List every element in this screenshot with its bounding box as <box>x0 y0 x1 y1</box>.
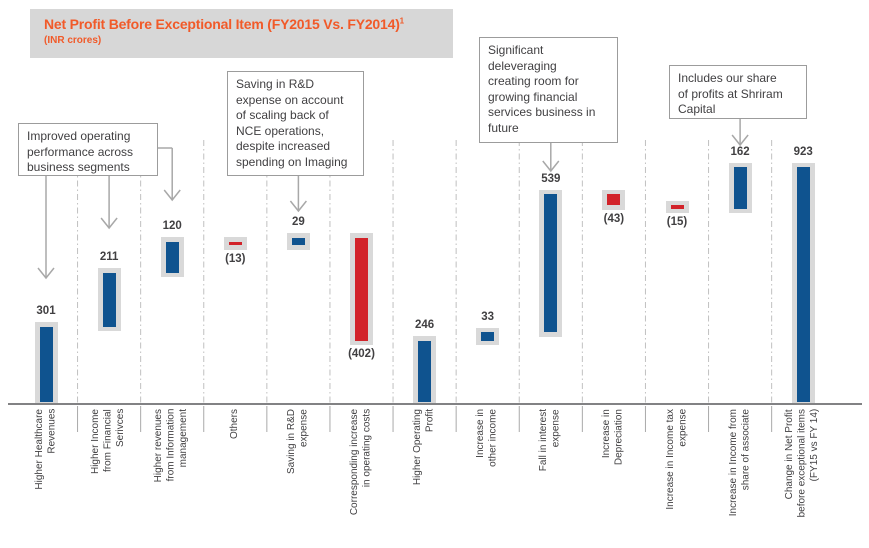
axis-category-label: Others <box>203 409 267 531</box>
bar-value-label: 33 <box>481 310 495 323</box>
bar-value-label: 162 <box>730 145 750 158</box>
waterfall-bar-positive <box>418 340 432 402</box>
axis-category-label: Change in Net Profit before exceptional … <box>771 409 835 531</box>
chart-title-text: Net Profit Before Exceptional Item (FY20… <box>44 16 400 32</box>
bar-value-label: (13) <box>225 252 246 265</box>
waterfall-bar-positive <box>291 237 305 246</box>
arrowhead-icon <box>542 160 560 173</box>
axis-category-label: Increase in other income <box>456 409 520 531</box>
axis-category-label-text: Higher Income from Financial Serivces <box>90 409 127 475</box>
waterfall-bar-positive <box>102 272 116 327</box>
axis-category-label-text: Higher Healthcare Revenues <box>33 409 58 490</box>
callout-shriram-capital-share: Includes our share of profits at Shriram… <box>669 65 807 119</box>
axis-category-label-text: Increase in Depreciation <box>601 409 625 466</box>
axis-category-label-text: Increase in other income <box>475 409 499 467</box>
waterfall-bar-positive <box>39 326 53 402</box>
bar-value-label: 539 <box>541 172 561 185</box>
axis-category-label-text: Higher revenues from Information managem… <box>153 409 190 483</box>
waterfall-bar-positive <box>796 167 810 402</box>
arrowhead-icon <box>289 200 307 213</box>
bar-value-label: (402) <box>348 348 375 361</box>
bar-value-label: 120 <box>162 220 182 233</box>
bar-value-label: 29 <box>291 216 305 229</box>
bar-value-label: (15) <box>666 216 688 229</box>
axis-category-label-text: Higher Operating Profit <box>412 409 436 486</box>
waterfall-bar-positive <box>481 332 495 341</box>
waterfall-bar-positive <box>544 194 558 333</box>
axis-category-label-text: Others <box>229 409 241 440</box>
axis-category-label: Increase in Depreciation <box>582 409 646 531</box>
axis-category-label: Higher revenues from Information managem… <box>140 409 204 531</box>
axis-category-label: Increase in Income from share of associa… <box>708 409 772 531</box>
axis-category-label-text: Increase in Income from share of associa… <box>727 409 752 517</box>
bar-value-label: 246 <box>415 319 435 332</box>
callout-saving-in-rnd-expense: Saving in R&D expense on account of scal… <box>227 71 364 176</box>
arrowhead-icon <box>163 189 181 202</box>
axis-category-label: Saving in R&D expense <box>266 409 330 531</box>
axis-category-label: Corresponding increase in operating cost… <box>330 409 394 531</box>
waterfall-bar-negative <box>228 241 242 246</box>
arrowhead-icon <box>100 217 118 230</box>
axis-category-label: Higher Operating Profit <box>393 409 457 531</box>
bar-value-label: 301 <box>36 305 56 318</box>
waterfall-bar-positive <box>165 241 179 273</box>
axis-category-label-text: Fall in interest expense <box>538 409 562 472</box>
axis-category-label: Higher Income from Financial Serivces <box>77 409 141 531</box>
axis-category-label: Higher Healthcare Revenues <box>14 409 78 531</box>
waterfall-bar-negative <box>607 194 621 206</box>
axis-category-label-text: Change in Net Profit before exceptional … <box>784 409 821 518</box>
waterfall-bar-positive <box>733 167 747 209</box>
bar-value-label: 211 <box>99 251 119 264</box>
callout-significant-deleveraging: Significant deleveraging creating room f… <box>479 37 618 143</box>
axis-category-label-text: Corresponding increase in operating cost… <box>349 409 373 516</box>
axis-category-label-text: Saving in R&D expense <box>285 409 310 475</box>
bar-value-label: (43) <box>603 212 625 225</box>
callout-improved-operating-performance: Improved operating performance across bu… <box>18 123 158 176</box>
axis-category-label: Fall in interest expense <box>519 409 583 531</box>
axis-category-label: Increase in Income tax expense <box>645 409 709 531</box>
waterfall-bar-negative <box>670 205 684 209</box>
bar-value-label: 923 <box>793 145 813 158</box>
chart-title: Net Profit Before Exceptional Item (FY20… <box>44 16 453 32</box>
waterfall-bar-negative <box>355 237 368 341</box>
chart-title-banner: Net Profit Before Exceptional Item (FY20… <box>30 9 453 58</box>
arrowhead-icon <box>731 134 749 147</box>
axis-category-label-text: Increase in Income tax expense <box>664 409 689 510</box>
title-footnote-marker: 1 <box>399 16 404 26</box>
arrowhead-icon <box>37 267 55 280</box>
chart-unit-label: (INR crores) <box>44 35 102 46</box>
